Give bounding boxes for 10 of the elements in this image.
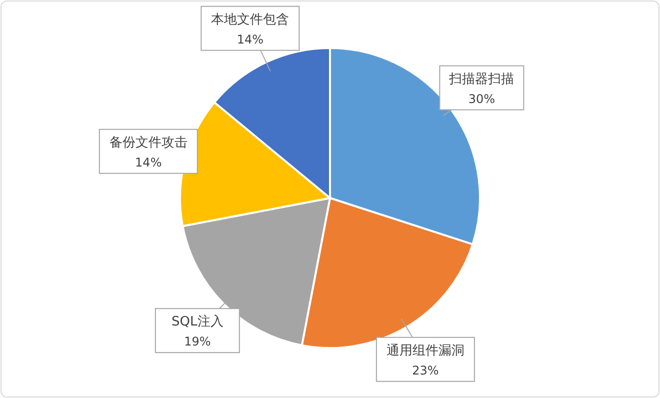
slice-label: 本地文件包含 bbox=[211, 12, 290, 28]
slice-label: 通用组件漏洞 bbox=[386, 343, 464, 358]
data-label: 19% bbox=[184, 334, 211, 349]
data-label: 14% bbox=[135, 155, 162, 170]
slice-label: 备份文件攻击 bbox=[109, 135, 188, 150]
data-label: 14% bbox=[236, 32, 264, 46]
data-label: 23% bbox=[412, 363, 439, 378]
slice-label: SQL注入 bbox=[172, 314, 224, 330]
data-label: 30% bbox=[468, 92, 496, 106]
slice-label: 扫描器扫描 bbox=[448, 72, 514, 87]
